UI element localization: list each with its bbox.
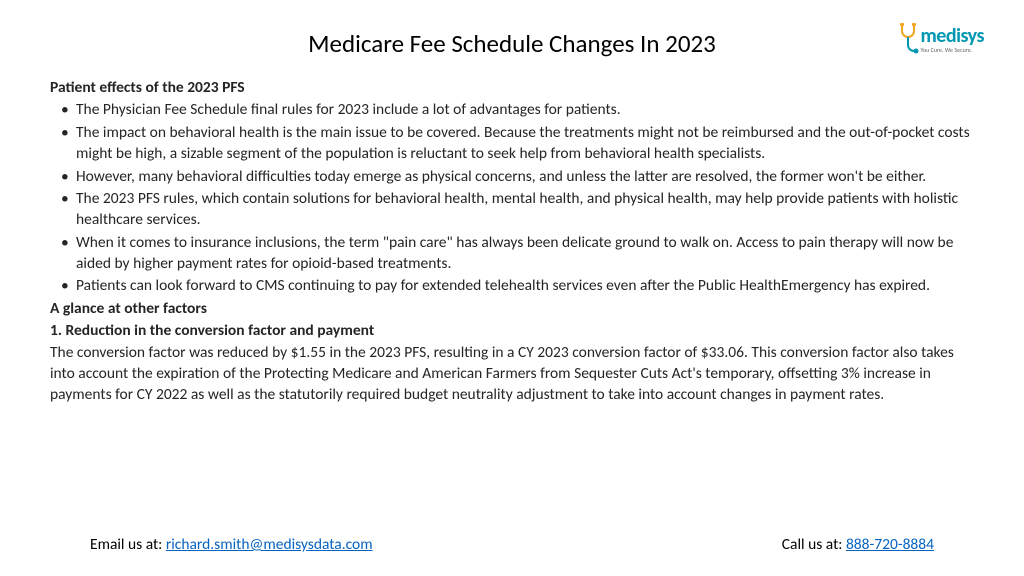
phone-label: Call us at: — [782, 535, 846, 554]
phone-block: Call us at: 888-720-8884 — [782, 535, 934, 554]
section2-heading: A glance at other factors — [50, 298, 974, 319]
list-item: However, many behavioral difficulties to… — [50, 166, 974, 187]
header: Medicare Fee Schedule Changes In 2023 me… — [50, 28, 974, 59]
logo-text: medisys You Cure. We Secure. — [921, 26, 984, 53]
logo-brand: medisys — [921, 26, 984, 46]
logo: medisys You Cure. We Secure. — [897, 23, 984, 55]
email-label: Email us at: — [90, 535, 166, 554]
footer: Email us at: richard.smith@medisysdata.c… — [0, 535, 1024, 554]
list-item: The Physician Fee Schedule final rules f… — [50, 99, 974, 120]
stethoscope-icon — [897, 23, 919, 55]
content: Patient effects of the 2023 PFS The Phys… — [50, 77, 974, 406]
page-title: Medicare Fee Schedule Changes In 2023 — [308, 28, 716, 59]
section1-list: The Physician Fee Schedule final rules f… — [50, 99, 974, 296]
list-item: The 2023 PFS rules, which contain soluti… — [50, 188, 974, 231]
email-link[interactable]: richard.smith@medisysdata.com — [166, 535, 373, 554]
list-item: When it comes to insurance inclusions, t… — [50, 232, 974, 275]
phone-link[interactable]: 888-720-8884 — [846, 535, 934, 554]
list-item: The impact on behavioral health is the m… — [50, 122, 974, 165]
section2-paragraph: The conversion factor was reduced by $1.… — [50, 342, 974, 406]
list-item: Patients can look forward to CMS continu… — [50, 275, 974, 296]
section2-subheading: 1. Reduction in the conversion factor an… — [50, 320, 974, 341]
email-block: Email us at: richard.smith@medisysdata.c… — [90, 535, 373, 554]
section1-heading: Patient effects of the 2023 PFS — [50, 77, 974, 98]
logo-tagline: You Cure. We Secure. — [921, 47, 984, 53]
